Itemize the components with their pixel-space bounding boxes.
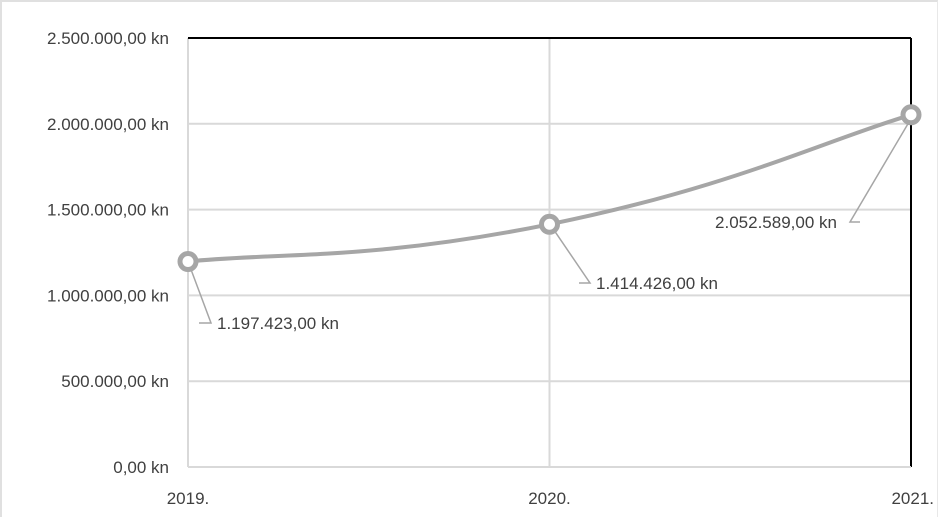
grid-layer xyxy=(187,37,912,468)
y-tick-label: 2.000.000,00 kn xyxy=(47,115,169,134)
y-tick-label: 0,00 kn xyxy=(113,458,169,477)
data-point-marker xyxy=(900,104,922,126)
data-label-leader xyxy=(190,269,213,324)
y-tick-label: 2.500.000,00 kn xyxy=(47,29,169,48)
y-tick-label: 1.500.000,00 kn xyxy=(47,201,169,220)
data-point-marker xyxy=(539,213,560,235)
data-label: 1.197.423,00 kn xyxy=(217,314,339,333)
y-tick-label: 500.000,00 kn xyxy=(61,372,169,391)
x-tick-label: 2019. xyxy=(167,489,210,508)
data-point-marker xyxy=(177,251,199,273)
data-label: 1.414.426,00 kn xyxy=(596,274,718,293)
label-layer: 1.197.423,00 kn 1.414.426,00 kn 2.052.589,… xyxy=(190,123,909,333)
y-tick-label: 1.000.000,00 kn xyxy=(47,286,169,305)
series-layer xyxy=(177,104,922,273)
data-label-leader xyxy=(848,123,909,223)
data-label: 2.052.589,00 kn xyxy=(715,213,837,232)
x-tick-label: 2021. xyxy=(891,489,934,508)
x-tick-label: 2020. xyxy=(528,489,571,508)
data-label-leader xyxy=(554,231,592,284)
axis-layer: 0,00 kn 500.000,00 kn 1.000.000,00 kn 1.500… xyxy=(47,29,934,508)
